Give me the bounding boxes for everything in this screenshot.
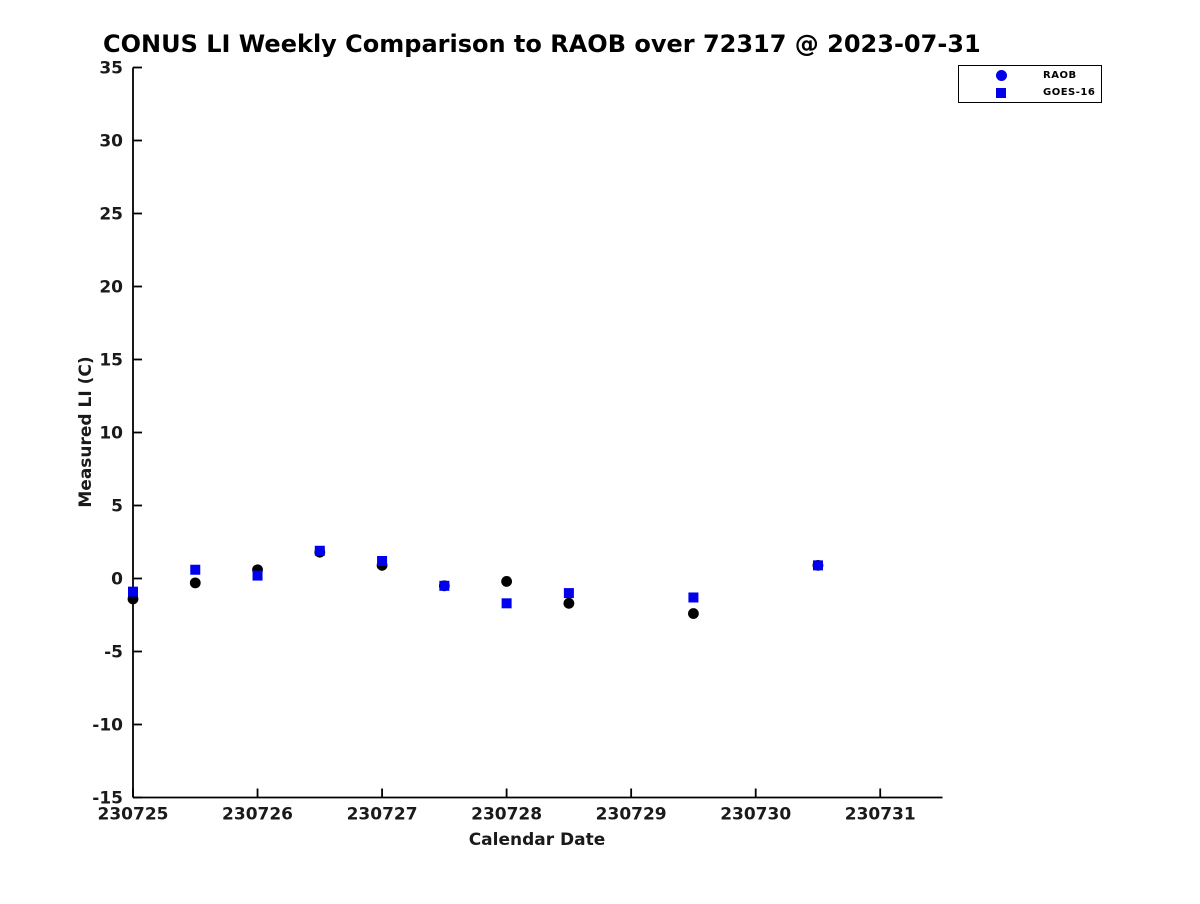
raob-circle-icon: [995, 70, 1007, 81]
raob-legend-marker-cell: [959, 70, 1043, 81]
y-tick-label: -10: [92, 716, 123, 736]
x-tick-label: 230730: [720, 805, 791, 825]
goes-16-point: [314, 545, 325, 556]
goes-16-point: [688, 592, 699, 603]
x-tick-label: 230729: [596, 805, 667, 825]
goes-16-point: [252, 570, 263, 581]
legend-label-raob: RAOB: [1043, 70, 1077, 81]
x-tick-label: 230727: [347, 805, 418, 825]
legend: RAOB GOES-16: [958, 65, 1102, 103]
goes-16-point: [563, 588, 574, 599]
y-tick-label: -15: [92, 789, 123, 809]
x-axis-label: Calendar Date: [468, 830, 606, 850]
goes-16-point: [812, 560, 823, 571]
raob-point: [563, 597, 575, 609]
y-tick-label: 15: [99, 351, 123, 371]
y-tick-label: 30: [99, 132, 123, 152]
x-tick-label: 230728: [471, 805, 542, 825]
raob-point: [189, 577, 201, 589]
x-tick-label: 230726: [222, 805, 293, 825]
goes-16-point: [190, 564, 201, 575]
goes-16-point: [377, 555, 388, 566]
goes-16-point: [501, 598, 512, 609]
goes-16-point: [128, 586, 138, 597]
goes16-square-icon: [996, 87, 1006, 98]
y-tick-label: 20: [99, 278, 123, 298]
y-tick-label: 35: [99, 59, 123, 79]
y-tick-label: 25: [99, 205, 123, 225]
legend-row-raob: RAOB: [959, 68, 1101, 83]
legend-label-goes16: GOES-16: [1043, 87, 1096, 98]
raob-point: [688, 608, 699, 619]
x-tick-label: 230725: [98, 805, 169, 825]
x-tick-label: 230731: [845, 805, 916, 825]
chart-title: CONUS LI Weekly Comparison to RAOB over …: [103, 30, 981, 58]
y-tick-label: -5: [104, 643, 123, 663]
y-tick-label: 10: [99, 424, 123, 444]
y-tick-label: 5: [111, 497, 123, 517]
goes-16-point: [439, 580, 450, 591]
y-axis-label: Measured LI (C): [76, 356, 96, 508]
legend-row-goes16: GOES-16: [959, 85, 1101, 100]
raob-point: [501, 576, 513, 587]
goes16-legend-marker-cell: [959, 87, 1043, 98]
y-tick-label: 0: [111, 570, 123, 590]
